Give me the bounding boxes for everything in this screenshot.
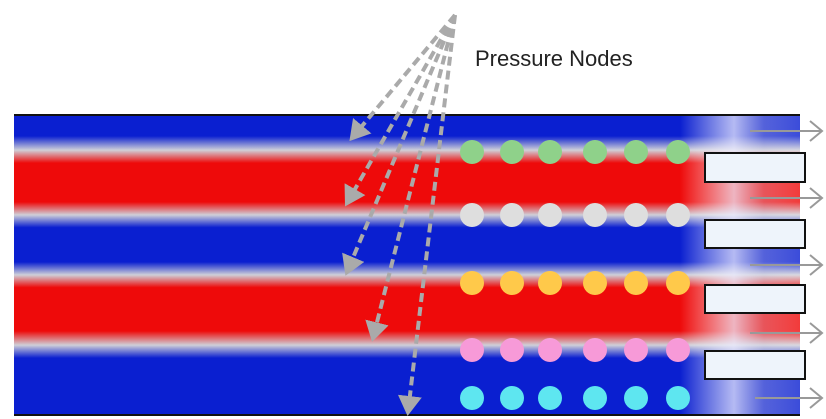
node-dot bbox=[583, 271, 607, 295]
node-dot bbox=[460, 338, 484, 362]
plate bbox=[705, 285, 805, 313]
node-dot bbox=[624, 140, 648, 164]
node-dot bbox=[624, 338, 648, 362]
node-dot bbox=[500, 271, 524, 295]
node-dot bbox=[624, 271, 648, 295]
node-dot bbox=[538, 271, 562, 295]
node-dot bbox=[624, 386, 648, 410]
node-dot bbox=[583, 203, 607, 227]
plate bbox=[705, 220, 805, 248]
node-dot bbox=[583, 386, 607, 410]
node-dot bbox=[460, 203, 484, 227]
node-dot bbox=[500, 338, 524, 362]
node-dot bbox=[460, 271, 484, 295]
node-dot bbox=[538, 386, 562, 410]
node-dot bbox=[500, 140, 524, 164]
node-dot bbox=[460, 140, 484, 164]
node-dot bbox=[538, 140, 562, 164]
node-dot bbox=[666, 338, 690, 362]
node-dot bbox=[538, 203, 562, 227]
plate bbox=[705, 153, 805, 182]
node-dot bbox=[538, 338, 562, 362]
node-dot bbox=[666, 386, 690, 410]
node-dot bbox=[460, 386, 484, 410]
node-dot bbox=[666, 271, 690, 295]
node-dot bbox=[500, 386, 524, 410]
label: Pressure Nodes bbox=[475, 46, 633, 71]
plate bbox=[705, 351, 805, 379]
node-dot bbox=[583, 140, 607, 164]
page: Pressure Nodes (() => { const data = JSO… bbox=[0, 0, 826, 419]
node-dot bbox=[666, 203, 690, 227]
figure: Pressure Nodes bbox=[0, 0, 826, 419]
node-dot bbox=[666, 140, 690, 164]
node-dot bbox=[583, 338, 607, 362]
node-dot bbox=[624, 203, 648, 227]
node-dot bbox=[500, 203, 524, 227]
